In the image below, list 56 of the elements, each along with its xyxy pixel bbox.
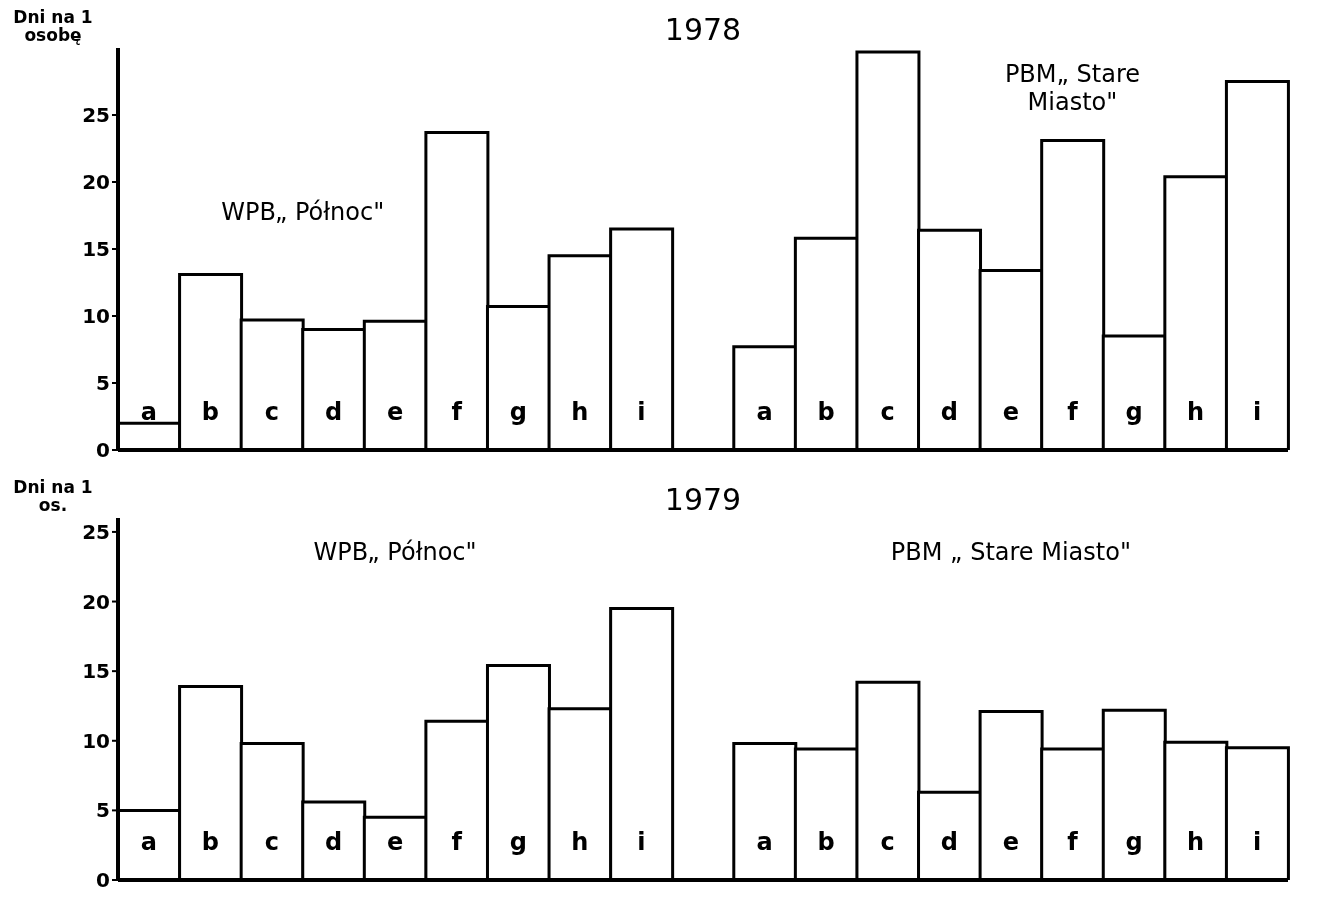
y-tick-label: 5 [96,798,110,823]
x-tick-label: g [1125,398,1143,426]
x-tick-label: h [1187,398,1205,426]
y-tick-label: 25 [82,520,110,545]
y-tick-label: 5 [96,371,110,396]
x-tick-label: b [817,398,835,426]
x-tick-label: g [509,828,527,856]
y-tick-label: 15 [82,237,110,262]
y-tick-label: 25 [82,103,110,128]
x-tick-label: a [756,398,773,426]
annotation: PBM „ Stare Miasto" [889,538,1132,566]
y-tick-label: 0 [96,868,110,893]
x-tick-label: i [1253,828,1262,856]
chart-title: 1979 [663,482,743,517]
x-tick-label: h [571,828,589,856]
x-tick-label: c [880,828,895,856]
x-tick-label: f [451,828,463,856]
x-tick-label: c [264,828,280,856]
x-tick-label: b [817,828,835,856]
x-tick-label: e [1002,828,1020,856]
y-axis-title: Dni na 1 os. [12,477,94,515]
x-tick-label: b [201,828,219,856]
x-tick-label: c [264,398,280,426]
x-tick-label: a [140,828,157,856]
x-tick-label: d [940,828,958,856]
x-tick-label: c [880,398,895,426]
x-tick-label: i [1253,398,1262,426]
x-tick-label: e [386,828,404,856]
x-tick-label: f [1067,398,1079,426]
x-tick-label: e [386,398,404,426]
annotation: WPB„ Północ" [220,198,386,226]
annotation: PBM„ Stare Miasto" [1003,60,1142,116]
x-tick-label: e [1002,398,1020,426]
x-tick-label: d [940,398,958,426]
x-tick-label: d [324,828,343,856]
y-tick-label: 10 [82,728,110,753]
x-tick-label: f [1067,828,1079,856]
y-axis-title: Dni na 1 osobę [12,7,94,45]
y-tick-label: 20 [82,170,110,195]
x-tick-label: d [324,398,343,426]
y-tick-label: 15 [82,659,110,684]
x-tick-label: h [571,398,589,426]
x-tick-label: h [1187,828,1205,856]
x-tick-label: i [637,398,646,426]
x-tick-label: a [756,828,773,856]
x-tick-label: b [201,398,219,426]
x-tick-label: f [451,398,463,426]
x-tick-label: a [140,398,157,426]
y-tick-label: 20 [82,589,110,614]
x-tick-label: g [1125,828,1143,856]
annotation: WPB„ Północ" [312,538,478,566]
x-tick-label: g [509,398,527,426]
y-tick-label: 0 [96,438,110,463]
x-tick-label: i [637,828,646,856]
chart-title: 1978 [663,12,743,47]
y-tick-label: 10 [82,304,110,329]
